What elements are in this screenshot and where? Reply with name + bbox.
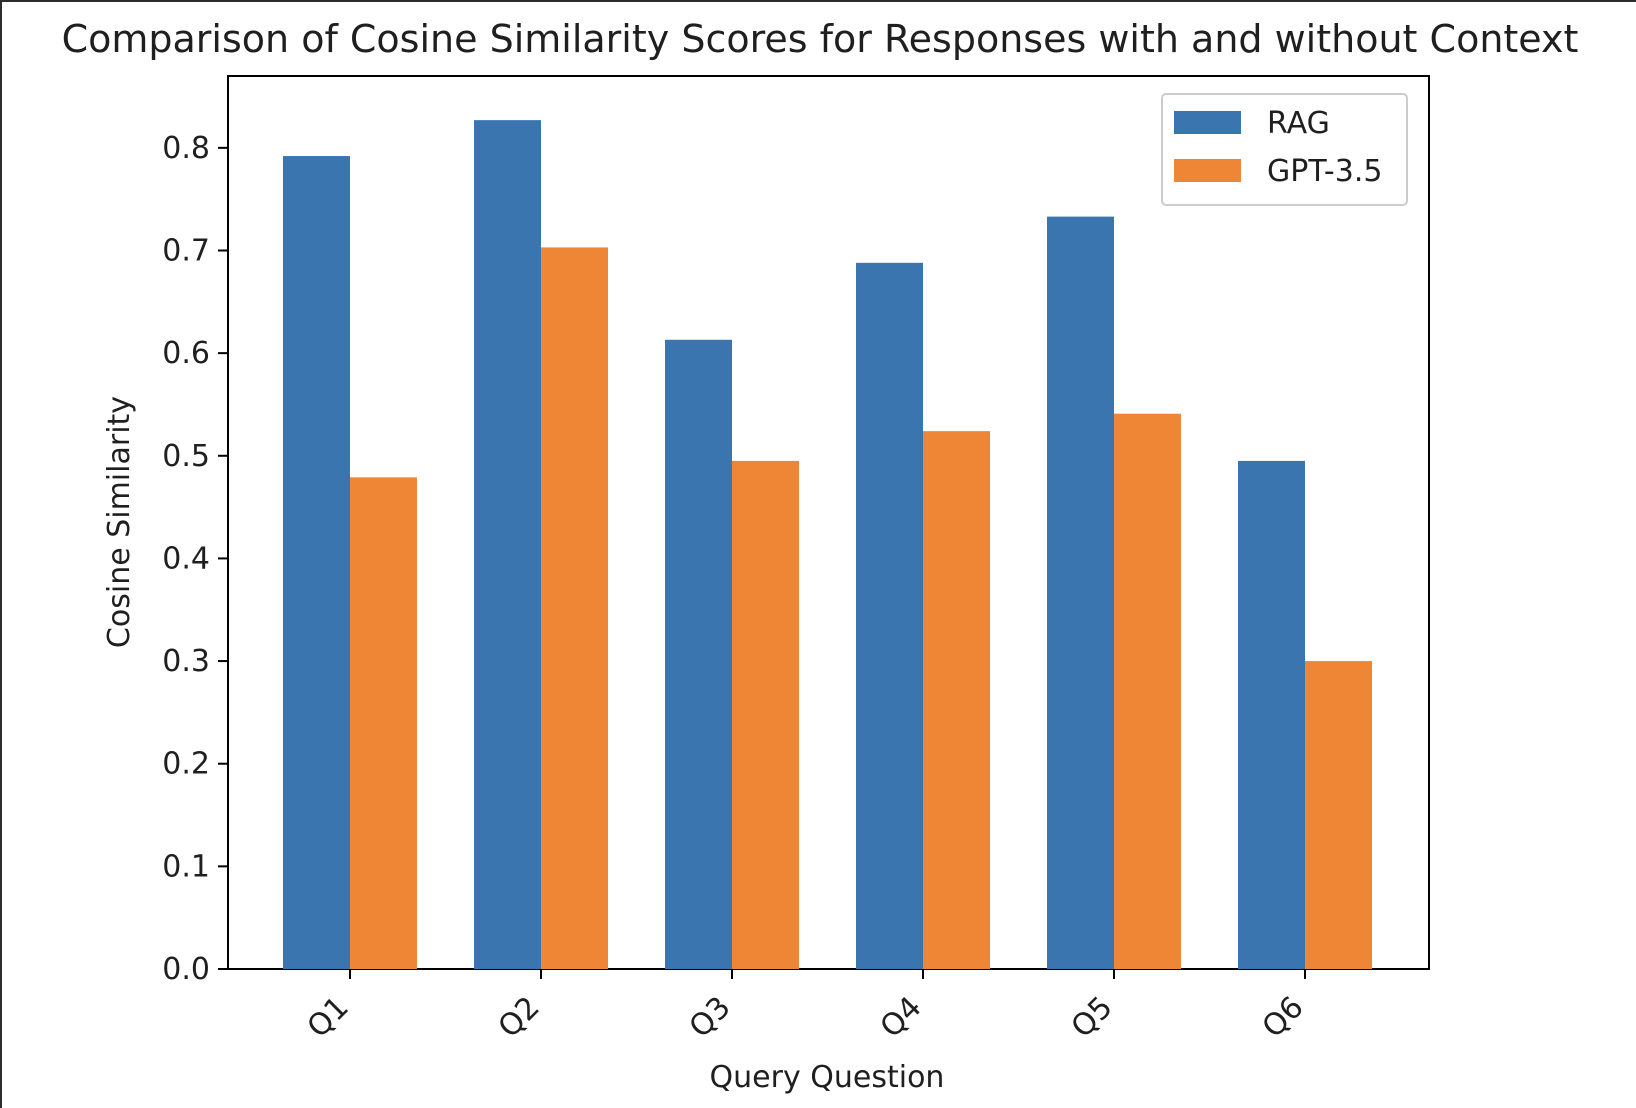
bar-rag-q5 (1047, 216, 1114, 970)
plot-area (227, 75, 1430, 970)
bar-gpt-3-5-q5 (1114, 413, 1181, 969)
bar-rag-q1 (283, 156, 350, 969)
bar-gpt-3-5-q6 (1305, 661, 1372, 969)
bar-gpt-3-5-q3 (732, 460, 799, 969)
y-axis: 0.0 0.1 0.2 0.3 0.4 0.5 0.6 0.7 0.8 (162, 131, 228, 987)
x-tick-label: Q5 (1065, 990, 1120, 1045)
bar-gpt-3-5-q1 (350, 477, 417, 969)
legend-label-gpt-3-5: GPT-3.5 (1267, 154, 1382, 189)
y-tick-label: 0.6 (162, 336, 210, 371)
legend: RAG GPT-3.5 (1161, 93, 1408, 206)
bar-rag-q3 (665, 339, 732, 969)
bar-rag-q6 (1238, 460, 1305, 969)
y-tick-label: 0.5 (162, 439, 210, 474)
y-tick-label: 0.3 (162, 644, 210, 679)
bar-gpt-3-5-q2 (541, 247, 608, 970)
chart-title: Comparison of Cosine Similarity Scores f… (62, 17, 1579, 61)
y-tick-label: 0.1 (162, 849, 210, 884)
y-axis-label: Cosine Similarity (102, 396, 137, 648)
x-tick-label: Q1 (301, 990, 356, 1045)
legend-label-rag: RAG (1267, 106, 1330, 141)
bar-rag-q4 (856, 262, 923, 969)
y-tick-label: 0.4 (162, 541, 210, 576)
x-tick-label: Q4 (874, 990, 929, 1045)
y-tick-label: 0.0 (162, 952, 210, 987)
x-axis: Q1 Q2 Q3 Q4 Q5 Q6 (301, 969, 1311, 1045)
x-tick-label: Q3 (683, 990, 738, 1045)
y-tick-label: 0.7 (162, 233, 210, 268)
x-tick-label: Q6 (1256, 990, 1311, 1045)
y-tick-label: 0.2 (162, 747, 210, 782)
x-axis-label: Query Question (710, 1060, 945, 1095)
legend-swatch-rag (1174, 111, 1241, 134)
bar-rag-q2 (474, 120, 541, 969)
y-tick-label: 0.8 (162, 131, 210, 166)
bar-gpt-3-5-q4 (923, 431, 990, 970)
legend-swatch-gpt-3-5 (1174, 159, 1241, 182)
x-tick-label: Q2 (492, 990, 547, 1045)
bars (283, 120, 1372, 970)
